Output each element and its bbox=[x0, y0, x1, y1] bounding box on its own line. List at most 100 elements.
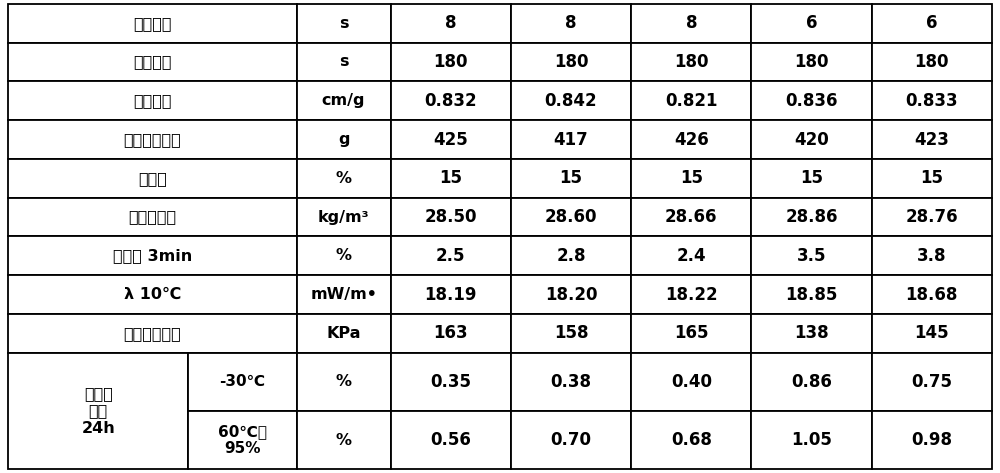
Bar bbox=[751, 81, 872, 120]
Text: -30℃: -30℃ bbox=[220, 375, 266, 389]
Bar bbox=[8, 314, 297, 353]
Bar bbox=[511, 81, 631, 120]
Bar bbox=[872, 411, 992, 469]
Bar bbox=[511, 159, 631, 198]
Text: 426: 426 bbox=[674, 131, 709, 149]
Text: 423: 423 bbox=[914, 131, 949, 149]
Bar bbox=[297, 314, 391, 353]
Bar bbox=[631, 314, 751, 353]
Text: 138: 138 bbox=[794, 324, 829, 342]
Text: 18.19: 18.19 bbox=[424, 286, 477, 304]
Text: 0.833: 0.833 bbox=[906, 92, 958, 110]
Text: kg/m³: kg/m³ bbox=[318, 210, 369, 225]
Bar bbox=[872, 314, 992, 353]
Text: 尺寸稳
定性
24h: 尺寸稳 定性 24h bbox=[81, 386, 115, 436]
Text: 15: 15 bbox=[920, 169, 943, 187]
Bar bbox=[751, 4, 872, 43]
Bar bbox=[631, 120, 751, 159]
Text: 0.98: 0.98 bbox=[911, 431, 952, 449]
Text: %: % bbox=[336, 248, 352, 263]
Bar bbox=[391, 275, 511, 314]
Text: 0.821: 0.821 bbox=[665, 92, 718, 110]
Text: 158: 158 bbox=[554, 324, 588, 342]
Text: 417: 417 bbox=[554, 131, 588, 149]
Text: %: % bbox=[336, 433, 352, 447]
Text: 6: 6 bbox=[806, 14, 817, 32]
Bar bbox=[8, 81, 297, 120]
Bar bbox=[297, 43, 391, 81]
Text: 2.5: 2.5 bbox=[436, 247, 465, 265]
Bar bbox=[391, 159, 511, 198]
Bar bbox=[511, 275, 631, 314]
Text: 0.68: 0.68 bbox=[671, 431, 712, 449]
Bar bbox=[511, 411, 631, 469]
Text: 0.70: 0.70 bbox=[550, 431, 591, 449]
Text: 2.8: 2.8 bbox=[556, 247, 586, 265]
Text: s: s bbox=[339, 16, 348, 31]
Bar bbox=[297, 159, 391, 198]
Text: 28.66: 28.66 bbox=[665, 208, 718, 226]
Text: KPa: KPa bbox=[326, 326, 361, 341]
Bar bbox=[297, 4, 391, 43]
Bar bbox=[872, 120, 992, 159]
Bar bbox=[297, 275, 391, 314]
Text: 165: 165 bbox=[674, 324, 709, 342]
Text: cm/g: cm/g bbox=[322, 93, 365, 108]
Bar bbox=[631, 275, 751, 314]
Text: 0.842: 0.842 bbox=[545, 92, 597, 110]
Text: 180: 180 bbox=[554, 53, 588, 71]
Bar bbox=[391, 353, 511, 411]
Text: 0.836: 0.836 bbox=[785, 92, 838, 110]
Bar bbox=[751, 236, 872, 275]
Bar bbox=[8, 43, 297, 81]
Bar bbox=[511, 314, 631, 353]
Text: 28.76: 28.76 bbox=[906, 208, 958, 226]
Bar bbox=[297, 411, 391, 469]
Bar bbox=[8, 4, 297, 43]
Text: 15: 15 bbox=[680, 169, 703, 187]
Bar bbox=[391, 81, 511, 120]
Bar bbox=[511, 353, 631, 411]
Bar bbox=[631, 353, 751, 411]
Text: λ 10℃: λ 10℃ bbox=[124, 287, 181, 302]
Bar bbox=[631, 4, 751, 43]
Text: 8: 8 bbox=[686, 14, 697, 32]
Bar bbox=[8, 198, 297, 236]
Text: g: g bbox=[338, 132, 349, 147]
Bar bbox=[872, 236, 992, 275]
Bar bbox=[297, 236, 391, 275]
Bar bbox=[872, 43, 992, 81]
Text: 0.75: 0.75 bbox=[911, 373, 952, 391]
Bar bbox=[297, 81, 391, 120]
Text: mW/m•: mW/m• bbox=[310, 287, 377, 302]
Text: 18.68: 18.68 bbox=[906, 286, 958, 304]
Text: 18.22: 18.22 bbox=[665, 286, 718, 304]
Text: 15: 15 bbox=[559, 169, 582, 187]
Text: 0.86: 0.86 bbox=[791, 373, 832, 391]
Text: %: % bbox=[336, 171, 352, 186]
Bar bbox=[391, 198, 511, 236]
Text: 425: 425 bbox=[433, 131, 468, 149]
Text: 脱模时间: 脱模时间 bbox=[133, 54, 172, 70]
Text: 3.5: 3.5 bbox=[797, 247, 826, 265]
Bar bbox=[631, 81, 751, 120]
Text: 3.8: 3.8 bbox=[917, 247, 947, 265]
Text: 超灌料: 超灌料 bbox=[138, 171, 167, 186]
Text: 28.86: 28.86 bbox=[785, 208, 838, 226]
Bar bbox=[631, 236, 751, 275]
Bar bbox=[391, 411, 511, 469]
Text: 模塑芯密度: 模塑芯密度 bbox=[128, 210, 176, 225]
Bar bbox=[8, 236, 297, 275]
Text: 1.05: 1.05 bbox=[791, 431, 832, 449]
Bar bbox=[751, 43, 872, 81]
Bar bbox=[391, 236, 511, 275]
Text: 乳白时间: 乳白时间 bbox=[133, 16, 172, 31]
Bar bbox=[511, 198, 631, 236]
Bar bbox=[751, 314, 872, 353]
Text: 18.85: 18.85 bbox=[785, 286, 838, 304]
Bar bbox=[511, 236, 631, 275]
Text: 15: 15 bbox=[439, 169, 462, 187]
Text: 145: 145 bbox=[915, 324, 949, 342]
Bar bbox=[872, 198, 992, 236]
Bar bbox=[8, 353, 188, 469]
